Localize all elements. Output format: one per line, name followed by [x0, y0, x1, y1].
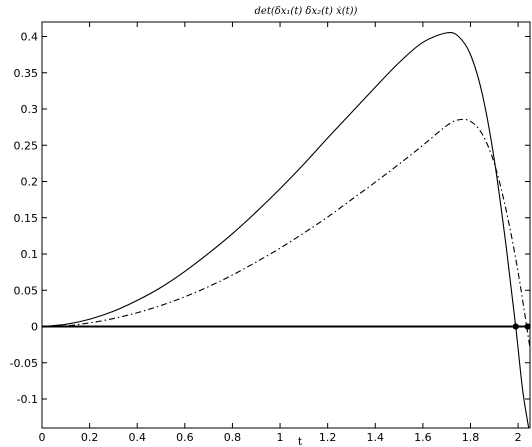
y-tick-label: -0.1	[17, 393, 38, 406]
x-axis-label: t	[298, 435, 303, 447]
plot-frame	[41, 21, 531, 429]
x-tick-label: 0.4	[128, 431, 146, 444]
zero-crossing-marker	[524, 323, 531, 330]
y-tick-label: 0.1	[21, 248, 39, 261]
y-tick-label: 0.25	[14, 139, 39, 152]
x-tick-label: 1.6	[414, 431, 432, 444]
y-tick-label: 0.4	[21, 31, 39, 44]
series-line-dashdot	[42, 118, 530, 349]
x-tick-label: 1	[277, 431, 284, 444]
y-tick-label: -0.05	[10, 357, 38, 370]
y-tick-label: 0	[31, 321, 38, 334]
x-tick-label: 2	[515, 431, 522, 444]
y-tick-label: 0.05	[14, 284, 39, 297]
x-tick-label: 1.2	[319, 431, 337, 444]
x-tick-label: 0.8	[224, 431, 242, 444]
chart-title: det(δx₁(t) δx₂(t) ẋ(t))	[255, 6, 358, 17]
y-tick-label: 0.35	[14, 67, 39, 80]
x-tick-label: 1.8	[462, 431, 480, 444]
y-tick-label: 0.15	[14, 212, 39, 225]
x-tick-label: 0	[39, 431, 46, 444]
y-tick-label: 0.2	[21, 176, 39, 189]
series-line-solid	[42, 31, 530, 428]
x-tick-label: 0.6	[176, 431, 194, 444]
y-tick-label: 0.3	[21, 103, 39, 116]
x-tick-label: 0.2	[81, 431, 99, 444]
zero-crossing-marker	[512, 323, 519, 330]
x-tick-label: 1.4	[367, 431, 385, 444]
